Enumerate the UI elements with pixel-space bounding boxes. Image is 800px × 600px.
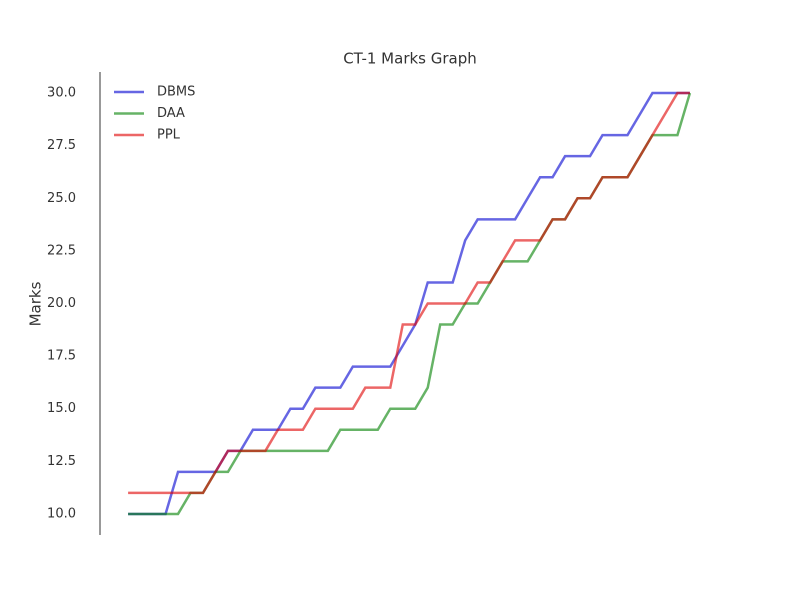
y-tick-label: 22.5 bbox=[47, 243, 76, 258]
y-tick-label: 27.5 bbox=[47, 138, 76, 153]
data-line bbox=[128, 91, 690, 516]
y-tick-label: 17.5 bbox=[47, 349, 76, 364]
legend-label: DAA bbox=[157, 106, 185, 121]
y-tick-label: 30.0 bbox=[47, 86, 76, 101]
y-tick-label: 25.0 bbox=[47, 191, 76, 206]
data-line bbox=[128, 91, 690, 495]
chart-title: CT-1 Marks Graph bbox=[343, 50, 477, 68]
y-tick-label: 12.5 bbox=[47, 454, 76, 469]
y-tick-label: 15.0 bbox=[47, 401, 76, 416]
y-tick-label: 10.0 bbox=[47, 506, 76, 521]
data-line bbox=[128, 92, 692, 516]
y-axis-label: Marks bbox=[27, 281, 45, 326]
y-tick-label: 20.0 bbox=[47, 296, 76, 311]
legend-label: DBMS bbox=[157, 85, 195, 100]
legend-label: PPL bbox=[157, 128, 181, 143]
